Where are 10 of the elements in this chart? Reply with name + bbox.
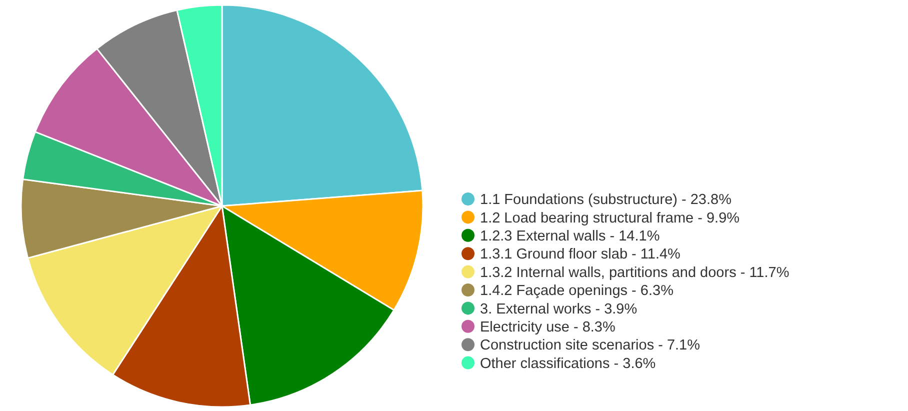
- legend-label: 1.3.1 Ground floor slab - 11.4%: [480, 246, 681, 263]
- legend-label: Construction site scenarios - 7.1%: [480, 338, 700, 354]
- legend-label: 1.2 Load bearing structural frame - 9.9%: [480, 210, 740, 226]
- legend-label: 1.2.3 External walls - 14.1%: [480, 228, 660, 244]
- legend-label: 3. External works - 3.9%: [480, 301, 638, 318]
- legend-label: 1.3.2 Internal walls, partitions and doors - 11.7%: [480, 264, 790, 281]
- legend-label: Other classifications - 3.6%: [480, 356, 656, 372]
- legend-label: Electricity use - 8.3%: [480, 319, 616, 336]
- legend-label: 1.4.2 Façade openings - 6.3%: [480, 283, 674, 300]
- legend-label: 1.1 Foundations (substructure) - 23.8%: [480, 192, 732, 208]
